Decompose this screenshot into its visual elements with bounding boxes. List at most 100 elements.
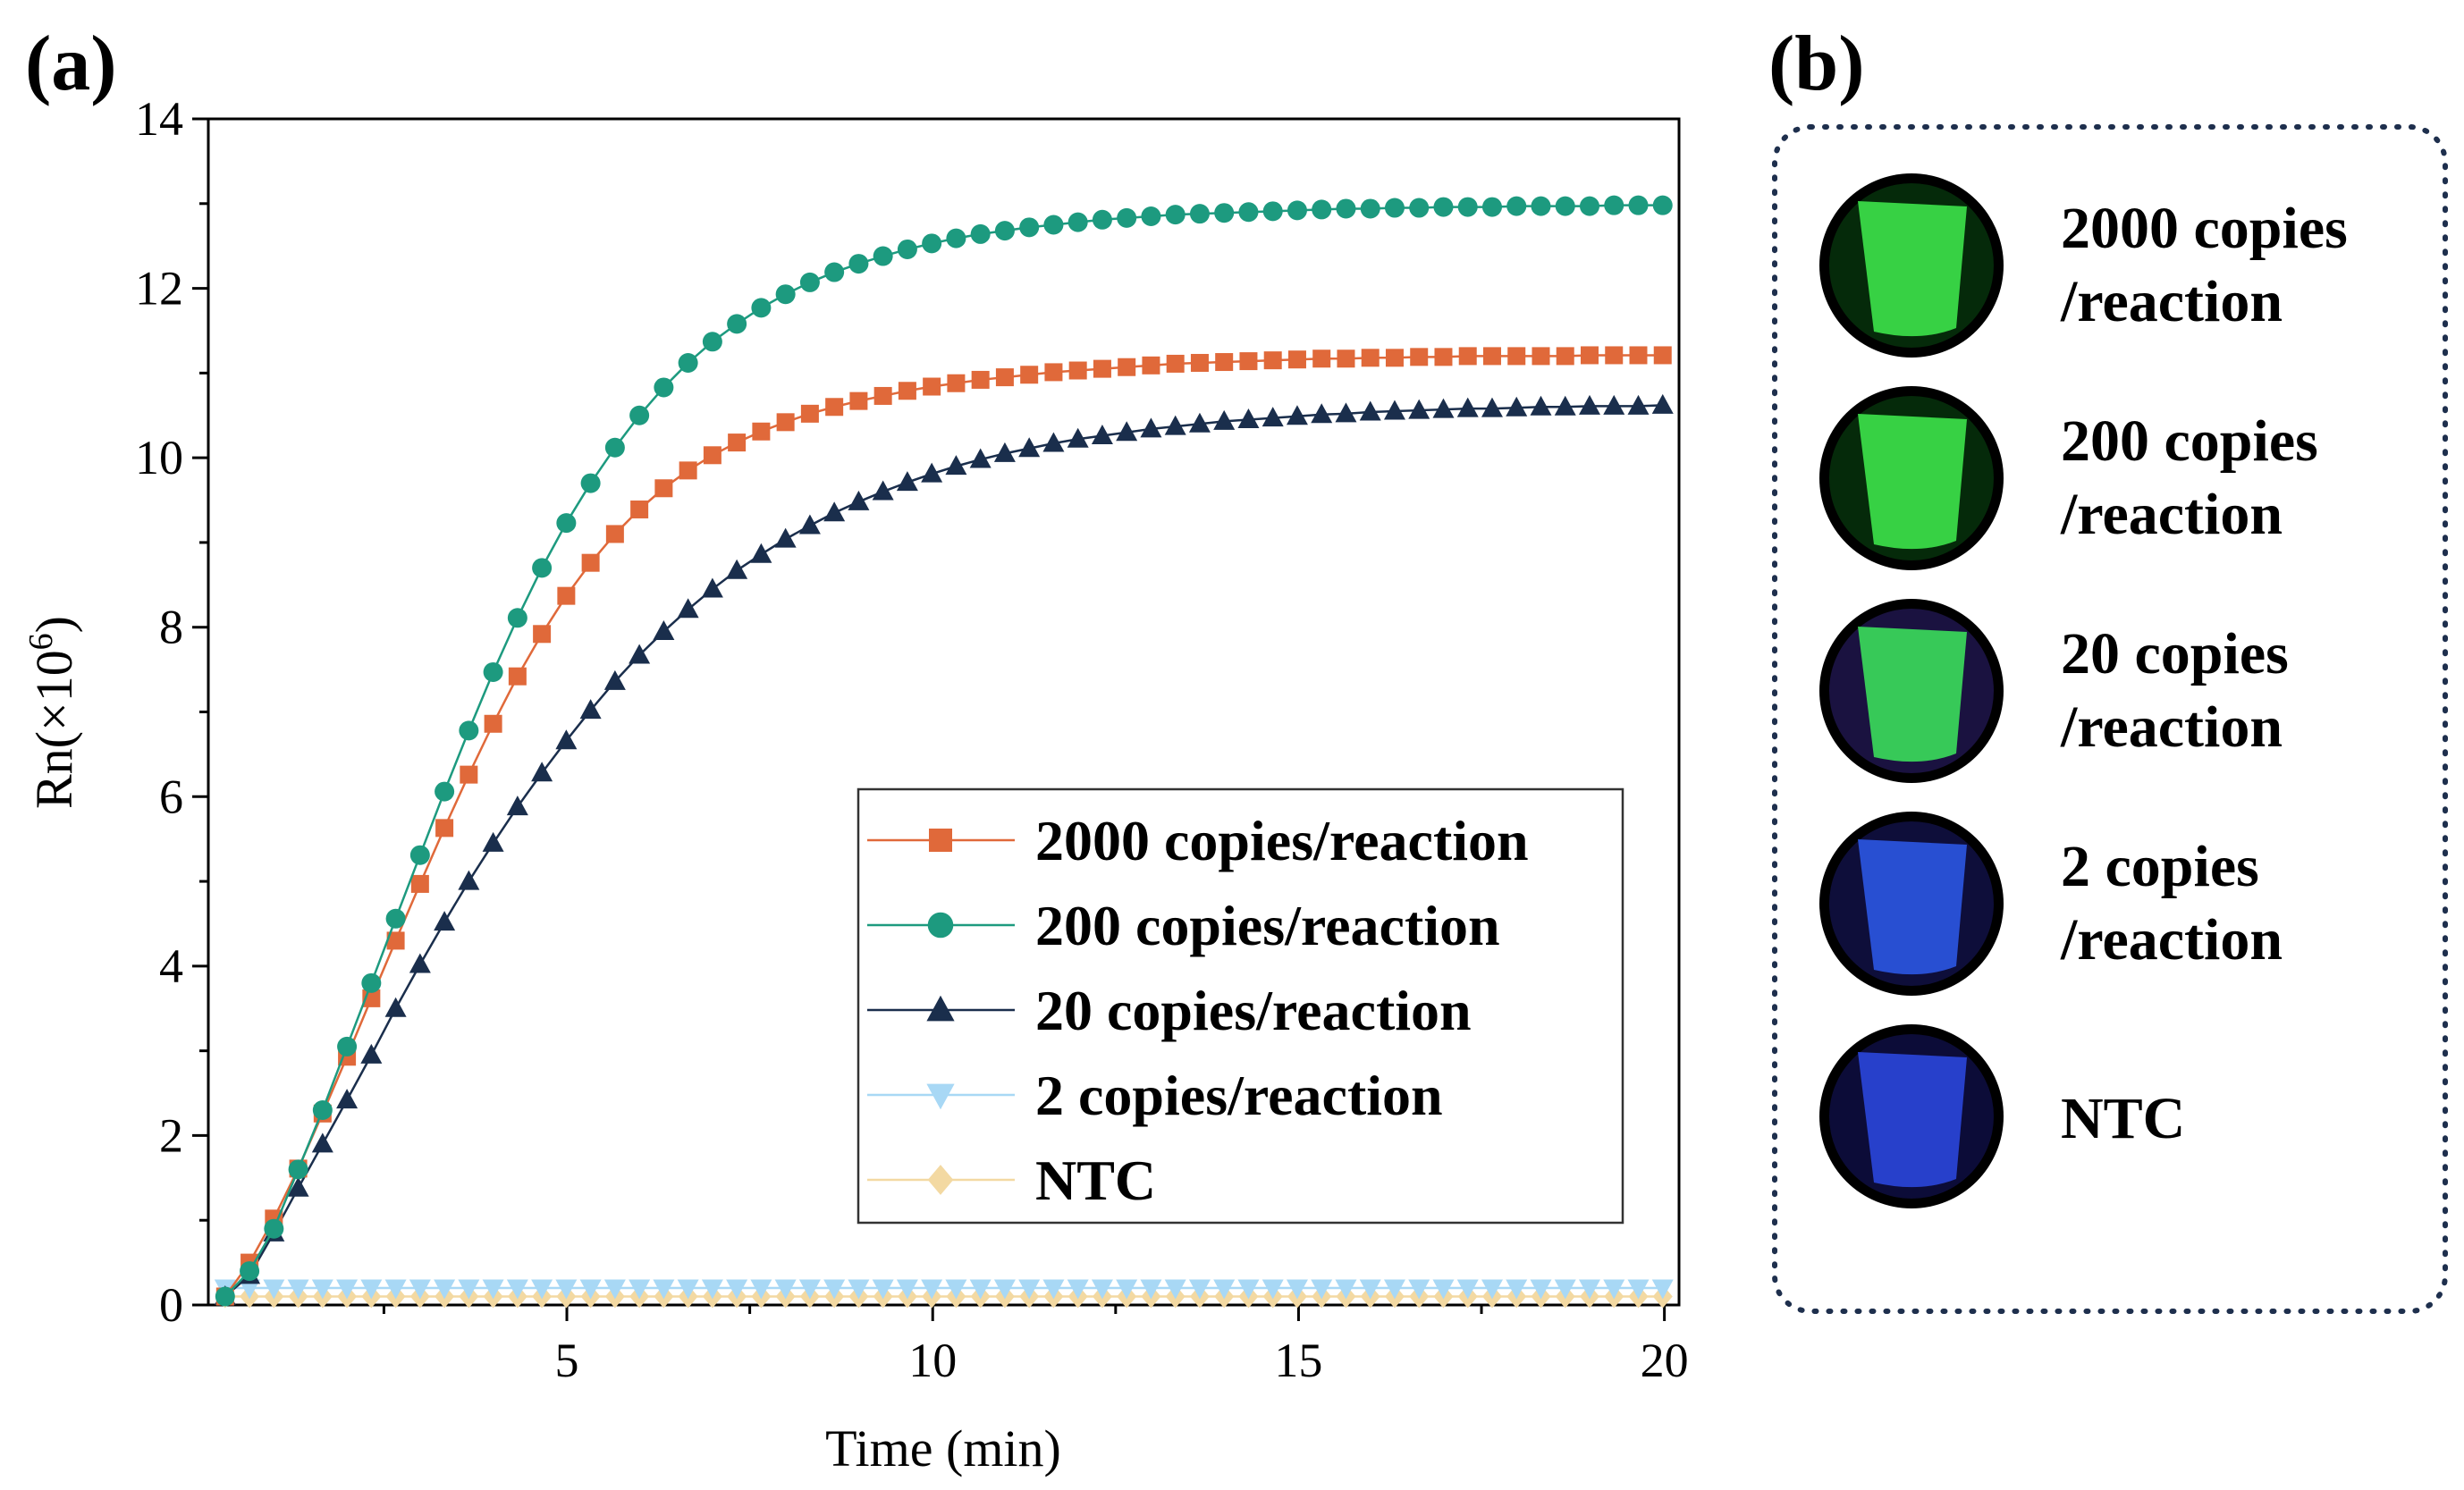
data-point <box>702 332 722 352</box>
data-point <box>1629 346 1648 365</box>
data-point <box>1579 196 1599 216</box>
data-point <box>679 461 697 480</box>
data-point <box>531 762 553 782</box>
data-point <box>1091 1279 1113 1300</box>
data-point <box>1603 1279 1625 1300</box>
data-point <box>1042 1279 1065 1300</box>
data-point <box>287 1279 309 1300</box>
data-point <box>727 314 747 334</box>
data-point <box>970 223 991 244</box>
data-point <box>728 434 747 452</box>
data-point <box>1385 349 1404 367</box>
data-point <box>1140 417 1162 438</box>
data-point <box>1213 409 1236 430</box>
data-point <box>1604 195 1624 215</box>
data-point <box>458 870 480 890</box>
data-point <box>873 246 893 266</box>
data-point <box>1018 437 1041 458</box>
legend-marker <box>927 912 954 939</box>
tube-label-line1: 20 copies <box>2061 621 2289 686</box>
tube-fluorescence <box>1858 201 1967 337</box>
data-point <box>1554 1279 1576 1300</box>
data-point <box>1652 195 1673 215</box>
tube-label-line1: NTC <box>2061 1086 2185 1151</box>
data-point <box>1190 353 1209 372</box>
data-point <box>994 221 1015 241</box>
data-point <box>603 669 626 690</box>
data-point <box>947 374 966 392</box>
data-point <box>1628 195 1649 215</box>
tube-item: 2000 copies/reaction <box>1819 173 2348 358</box>
legend-item: 200 copies/reaction <box>867 894 1500 957</box>
data-point <box>239 1279 261 1300</box>
data-point <box>945 1279 967 1300</box>
data-point <box>263 1279 285 1300</box>
data-point <box>1506 196 1527 216</box>
data-point <box>1020 366 1039 384</box>
tube-label-line2: /reaction <box>2060 694 2283 760</box>
data-point <box>1311 403 1333 424</box>
data-point <box>678 352 698 373</box>
data-point <box>1482 347 1501 366</box>
data-point <box>1188 412 1211 433</box>
tube-fluorescence <box>1858 839 1967 975</box>
legend-marker <box>926 995 955 1022</box>
data-point <box>1554 395 1576 416</box>
data-point <box>288 1159 308 1180</box>
data-point <box>1432 1279 1455 1300</box>
data-point <box>604 437 625 458</box>
data-point <box>1627 394 1650 415</box>
data-point <box>1237 408 1260 428</box>
data-point <box>1507 347 1526 366</box>
data-point <box>287 1176 309 1197</box>
data-point <box>603 1279 626 1300</box>
data-point <box>1312 199 1332 220</box>
data-point <box>1262 1279 1284 1300</box>
tube-item: 20 copies/reaction <box>1819 599 2289 783</box>
data-point <box>629 405 650 425</box>
data-point <box>483 661 503 682</box>
legend-label: 2000 copies/reaction <box>1035 809 1529 872</box>
series-200-copies-reaction <box>215 195 1673 1307</box>
series-layer <box>214 195 1674 1309</box>
data-point <box>849 391 868 410</box>
data-point <box>555 729 578 750</box>
data-point <box>677 1279 699 1300</box>
data-point <box>1312 349 1331 368</box>
legend-item: 2 copies/reaction <box>867 1064 1443 1127</box>
data-point <box>923 377 941 396</box>
data-point <box>1530 1279 1552 1300</box>
y-axis-ticks: 0 2 4 6 8 10 12 14 <box>135 92 208 1332</box>
data-point <box>311 1132 333 1153</box>
data-point <box>995 368 1014 387</box>
data-point <box>654 479 673 498</box>
data-point <box>1578 394 1600 415</box>
data-point <box>1605 346 1624 365</box>
data-point <box>630 500 649 518</box>
data-point <box>506 796 528 816</box>
data-point <box>798 514 821 535</box>
data-point <box>703 446 721 465</box>
data-point <box>1456 397 1479 417</box>
data-point <box>993 442 1016 462</box>
data-point <box>1408 399 1430 419</box>
data-point <box>1018 1279 1041 1300</box>
data-point <box>410 874 429 893</box>
data-point <box>1410 348 1429 366</box>
data-point <box>848 490 870 510</box>
data-point <box>1214 203 1235 223</box>
data-point <box>1383 400 1405 420</box>
data-point <box>409 953 431 973</box>
data-point <box>1555 196 1575 216</box>
data-point <box>969 448 992 468</box>
data-point <box>409 1279 431 1300</box>
data-point <box>1408 1279 1430 1300</box>
data-point <box>557 586 576 605</box>
data-point <box>434 911 456 931</box>
data-point <box>361 972 382 993</box>
data-point <box>1336 198 1356 219</box>
data-point <box>409 845 430 865</box>
legend-marker <box>927 1165 954 1195</box>
data-point <box>898 382 916 400</box>
data-point <box>824 262 845 282</box>
